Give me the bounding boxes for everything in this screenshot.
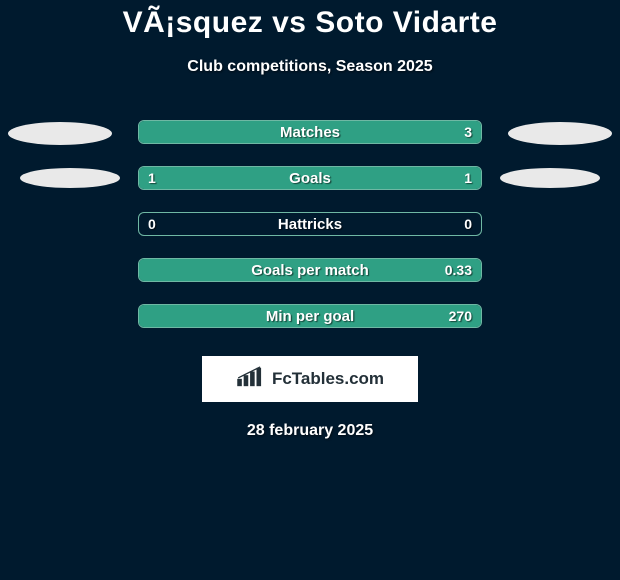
source-badge-text: FcTables.com [272,369,384,389]
stat-value-left: 0 [148,212,156,236]
bar-fill-right [139,305,481,327]
bar-fill-right [139,121,481,143]
player-disc-right [500,168,600,188]
player-disc-right [508,122,612,145]
stat-value-right: 270 [449,304,472,328]
stat-value-right: 0 [464,212,472,236]
stat-row: Goals per match0.33 [0,258,620,304]
stat-bar: Goals [138,166,482,190]
stat-value-right: 3 [464,120,472,144]
bar-fill-right [139,259,481,281]
source-badge-wrap: FcTables.com [0,356,620,402]
subtitle: Club competitions, Season 2025 [0,58,620,76]
stat-row: Matches3 [0,120,620,166]
stat-row: Min per goal270 [0,304,620,350]
stat-label: Hattricks [139,213,481,235]
page-title: VÃ¡squez vs Soto Vidarte [0,6,620,40]
stat-value-right: 1 [464,166,472,190]
date-text: 28 february 2025 [0,422,620,440]
bar-fill-right [310,167,481,189]
stat-bar: Hattricks [138,212,482,236]
stat-row: Goals1 1 [0,166,620,212]
source-badge: FcTables.com [202,356,418,402]
stat-row: Hattricks0 0 [0,212,620,258]
stat-bar: Goals per match [138,258,482,282]
stat-bar: Min per goal [138,304,482,328]
stat-value-left: 1 [148,166,156,190]
bar-fill-left [139,167,310,189]
player-disc-left [20,168,120,188]
stat-value-right: 0.33 [445,258,472,282]
player-disc-left [8,122,112,145]
stat-bar: Matches [138,120,482,144]
comparison-card: VÃ¡squez vs Soto Vidarte Club competitio… [0,0,620,580]
bars-icon [236,366,266,393]
stat-rows: Matches3Goals11Hattricks00Goals per matc… [0,120,620,350]
